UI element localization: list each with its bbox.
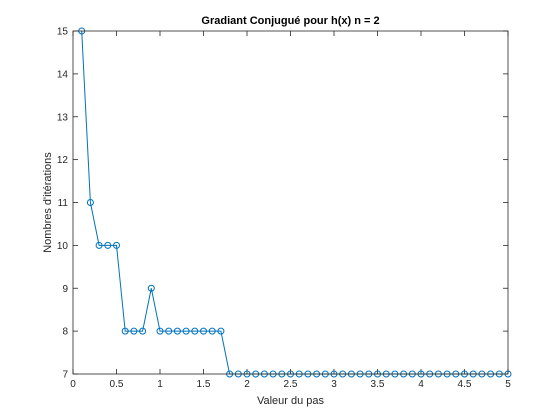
data-point	[147, 284, 155, 292]
y-tick-label: 15	[57, 27, 69, 38]
data-point	[121, 327, 129, 335]
y-tick-label: 12	[57, 155, 69, 166]
x-tick-label: 1	[157, 379, 163, 390]
x-tick-label: 3	[331, 379, 337, 390]
data-point	[113, 241, 120, 249]
y-tick-label: 7	[62, 370, 68, 381]
x-tick-label: 0.5	[110, 379, 124, 390]
y-tick-label: 11	[58, 198, 69, 209]
x-tick-label: 5	[505, 379, 511, 390]
x-tick-label: 0	[70, 379, 76, 390]
plot-area	[73, 31, 508, 374]
chart-title: Gradiant Conjugué pour h(x) n = 2	[201, 15, 379, 27]
data-point	[173, 327, 181, 335]
x-tick-label: 2.5	[284, 379, 298, 390]
data-point	[200, 327, 207, 335]
data-point	[104, 241, 112, 249]
x-tick-label: 1.5	[197, 379, 211, 390]
data-point	[86, 199, 94, 206]
data-point	[217, 327, 225, 335]
data-point	[130, 327, 138, 335]
data-point	[165, 327, 173, 335]
data-point	[182, 327, 190, 335]
x-tick-label: 4.5	[458, 379, 472, 390]
y-axis-label: Nombres d'itérations	[42, 152, 54, 253]
y-tick-label: 10	[57, 241, 69, 252]
x-axis-label: Valeur du pas	[257, 395, 325, 407]
y-tick-label: 9	[62, 284, 68, 295]
y-tick-label: 8	[62, 327, 68, 338]
plot-frame	[72, 30, 509, 375]
data-point	[156, 327, 164, 335]
axis-ticks: 0 0.5 1 1.5 2 2.5 3 3.5 4 4.5 5 7 8 9 10 11 12 13 14 15	[57, 27, 511, 391]
data-point	[95, 241, 103, 249]
x-tick-label: 3.5	[371, 379, 385, 390]
x-tick-label: 4	[418, 379, 424, 390]
data-point	[139, 327, 147, 335]
data-point	[208, 327, 216, 335]
x-tick-label: 2	[244, 379, 250, 390]
y-tick-label: 13	[57, 112, 69, 123]
data-point	[191, 327, 199, 335]
y-tick-label: 14	[57, 69, 69, 80]
